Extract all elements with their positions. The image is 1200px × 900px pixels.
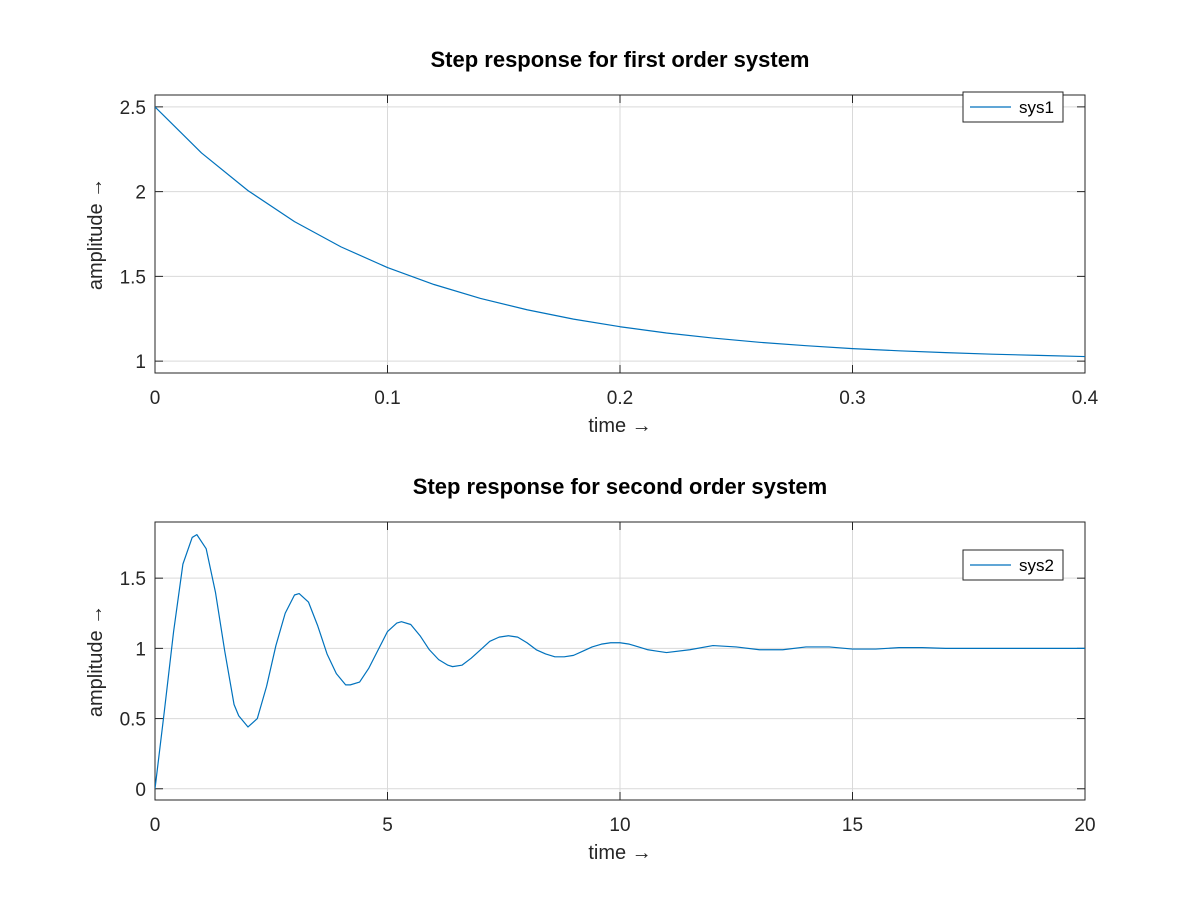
x-tick-label: 20 — [1074, 815, 1095, 836]
subplot-first-order: 0 0.1 0.2 0.3 0.4 1 1.5 2 2.5 Step response for f… — [85, 47, 1099, 437]
x-tick-label: 0.4 — [1072, 388, 1099, 409]
y-axis-label: amplitude → — [85, 178, 107, 290]
series-line-sys1 — [155, 106, 1085, 358]
legend: sys2 — [962, 549, 1064, 581]
y-tick-label: 2 — [135, 183, 146, 204]
y-axis-label: amplitude → — [85, 605, 107, 717]
x-tick-label: 15 — [842, 815, 863, 836]
x-tick-label: 0 — [150, 388, 161, 409]
legend-entry: sys2 — [1019, 556, 1054, 575]
legend: sys1 — [962, 91, 1064, 123]
x-axis-label: time → — [588, 415, 651, 437]
y-tick-label: 1.5 — [120, 267, 146, 288]
y-tick-label: 2.5 — [120, 98, 146, 119]
x-tick-label: 0.1 — [374, 388, 400, 409]
chart-title: Step response for second order system — [413, 474, 827, 499]
y-tick-label: 1 — [135, 639, 146, 660]
x-tick-label: 0 — [150, 815, 161, 836]
y-tick-label: 1 — [135, 352, 146, 373]
x-tick-label: 5 — [382, 815, 393, 836]
chart-title: Step response for first order system — [430, 47, 809, 72]
subplot-second-order: 0 5 10 15 20 0 0.5 1 1.5 Step response for second… — [85, 474, 1096, 864]
x-tick-label: 0.2 — [607, 388, 633, 409]
y-tick-label: 0 — [135, 780, 146, 801]
y-tick-label: 1.5 — [120, 569, 146, 590]
series-line-sys2 — [155, 534, 1085, 789]
x-axis-label: time → — [588, 842, 651, 864]
legend-entry: sys1 — [1019, 98, 1054, 117]
x-tick-label: 10 — [609, 815, 630, 836]
y-tick-label: 0.5 — [120, 710, 146, 731]
x-tick-label: 0.3 — [839, 388, 865, 409]
